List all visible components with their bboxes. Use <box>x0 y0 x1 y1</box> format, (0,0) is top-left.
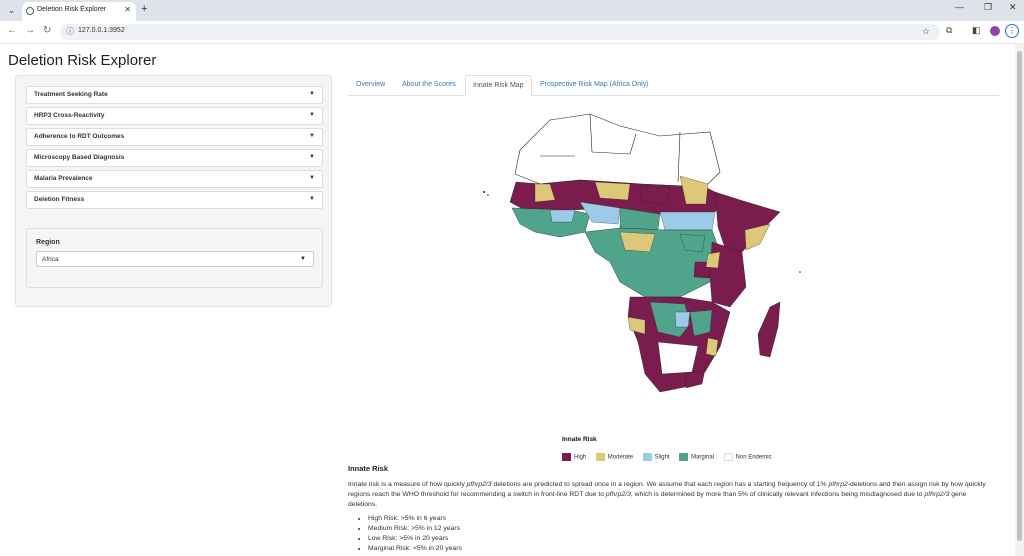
text-run: Innate risk is a measure of how quickly <box>348 481 467 488</box>
caret-down-icon: ▼ <box>309 112 315 118</box>
caret-down-icon: ▼ <box>309 133 315 139</box>
legend-item-slight: Slight <box>642 453 670 462</box>
region-label: Region <box>36 239 60 246</box>
list-item: Marginal Risk: <5% in 20 years <box>368 544 462 554</box>
reload-icon[interactable]: ↻ <box>43 25 52 36</box>
section-title: Innate Risk <box>348 464 389 473</box>
caret-down-icon: ▼ <box>300 256 306 262</box>
restore-icon[interactable]: ❐ <box>984 2 993 12</box>
accordion-label: Microscopy Based Diagnosis <box>34 154 125 161</box>
main-tabs: Overview About the Scores Innate Risk Ma… <box>348 75 999 96</box>
section-description: Innate risk is a measure of how quickly … <box>348 480 996 510</box>
region-select[interactable]: Africa ▼ <box>36 251 314 267</box>
address-bar[interactable]: ⓘ 127.0.0.1:3952 ☆ <box>60 24 940 40</box>
legend-label: High <box>574 455 587 461</box>
accordion-label: Treatment Seeking Rate <box>34 91 108 98</box>
caret-down-icon: ▼ <box>309 91 315 97</box>
region-selected-value: Africa <box>42 256 59 263</box>
site-info-icon[interactable]: ⓘ <box>66 27 74 36</box>
legend-label: Marginal <box>691 455 715 461</box>
accordion-label: Malaria Prevalence <box>34 175 93 182</box>
accordion-label: Adherence to RDT Outcomes <box>34 133 125 140</box>
legend-swatch-marginal <box>679 453 689 462</box>
risk-map[interactable] <box>480 112 830 422</box>
region-panel: Region Africa ▼ <box>26 228 323 288</box>
page-title: Deletion Risk Explorer <box>8 52 157 69</box>
gene-name: pfhrp2 <box>828 481 848 488</box>
accordion-deletion-fitness[interactable]: Deletion Fitness ▼ <box>26 191 323 209</box>
text-run: deletions are predicted to spread once i… <box>491 481 829 488</box>
text-run: gene deletions. <box>348 491 967 508</box>
new-tab-icon[interactable]: + <box>141 3 148 15</box>
bookmark-star-icon[interactable]: ☆ <box>921 26 930 36</box>
minimize-icon[interactable]: — <box>955 2 964 12</box>
caret-down-icon: ▼ <box>309 196 315 202</box>
legend-label: Slight <box>654 455 670 461</box>
tab-innate-risk-map[interactable]: Innate Risk Map <box>465 75 532 96</box>
map-legend: Innate Risk High Moderate Slight Margina… <box>562 436 772 462</box>
browser-toolbar: ← → ↻ ⓘ 127.0.0.1:3952 ☆ ⧉ ◧ <box>0 21 1024 44</box>
side-panel-icon[interactable]: ◧ <box>972 25 981 35</box>
accordion-microscopy-diagnosis[interactable]: Microscopy Based Diagnosis ▼ <box>26 149 323 167</box>
legend-swatch-moderate <box>595 453 605 462</box>
accordion-hrp3-cross-reactivity[interactable]: HRP3 Cross-Reactivity ▼ <box>26 107 323 125</box>
list-item: High Risk: >5% in 6 years <box>368 514 462 524</box>
accordion-adherence-rdt[interactable]: Adherence to RDT Outcomes ▼ <box>26 128 323 146</box>
browser-tab-strip: ⌄ Deletion Risk Explorer ✕ + — ❐ ✕ <box>0 0 1024 21</box>
innate-risk-section: Innate Risk Innate risk is a measure of … <box>348 464 998 552</box>
url-text: 127.0.0.1:3952 <box>78 27 125 34</box>
gene-name: pfhrp2/3 <box>924 491 950 498</box>
caret-down-icon: ▼ <box>309 154 315 160</box>
browser-tab[interactable]: Deletion Risk Explorer ✕ <box>22 2 136 21</box>
scrollbar-thumb[interactable] <box>1017 51 1022 541</box>
tab-overview[interactable]: Overview <box>356 81 386 88</box>
accordion-treatment-seeking-rate[interactable]: Treatment Seeking Rate ▼ <box>26 86 323 104</box>
caret-down-icon: ▼ <box>309 175 315 181</box>
legend-item-non-endemic: Non Endemic <box>723 453 772 462</box>
legend-swatch-high <box>562 453 571 462</box>
list-item: Low Risk: >5% in 20 years <box>368 534 462 544</box>
legend-label: Non Endemic <box>735 455 772 461</box>
legend-swatch-slight <box>642 453 652 462</box>
accordion-label: Deletion Fitness <box>34 196 85 203</box>
tab-search-icon[interactable]: ⌄ <box>7 5 16 15</box>
back-icon[interactable]: ← <box>7 25 17 36</box>
page-scrollbar[interactable] <box>1015 43 1024 556</box>
text-run: -deletions and then assign risk by how q… <box>348 481 986 498</box>
sidebar-panel: Treatment Seeking Rate ▼ HRP3 Cross-Reac… <box>15 75 332 307</box>
risk-definitions-list: High Risk: >5% in 6 years Medium Risk: >… <box>358 514 462 554</box>
accordion-malaria-prevalence[interactable]: Malaria Prevalence ▼ <box>26 170 323 188</box>
legend-item-high: High <box>562 453 587 462</box>
legend-item-moderate: Moderate <box>595 453 634 462</box>
close-window-icon[interactable]: ✕ <box>1009 2 1017 12</box>
tab-about-scores[interactable]: About the Scores <box>402 81 456 88</box>
legend-label: Moderate <box>607 455 634 461</box>
browser-menu-icon[interactable]: ⋮ <box>1005 24 1019 38</box>
browser-tab-title: Deletion Risk Explorer <box>37 6 107 13</box>
legend-title: Innate Risk <box>562 436 597 443</box>
text-run: , which is determined by more than 5% of… <box>630 491 925 498</box>
tab-prospective-risk-map[interactable]: Prospective Risk Map (Africa Only) <box>540 81 649 88</box>
gene-name: pfhrp2/3 <box>466 481 492 488</box>
list-item: Medium Risk: >5% in 12 years <box>368 524 462 534</box>
favicon-icon <box>26 7 34 15</box>
extensions-icon[interactable]: ⧉ <box>946 25 953 35</box>
forward-icon[interactable]: → <box>25 25 35 36</box>
gene-name: pfhrp2/3 <box>605 491 631 498</box>
accordion-label: HRP3 Cross-Reactivity <box>34 112 105 119</box>
close-tab-icon[interactable]: ✕ <box>124 5 131 14</box>
profile-avatar[interactable] <box>990 26 1000 36</box>
legend-item-marginal: Marginal <box>679 453 715 462</box>
legend-swatch-non-endemic <box>723 453 733 462</box>
